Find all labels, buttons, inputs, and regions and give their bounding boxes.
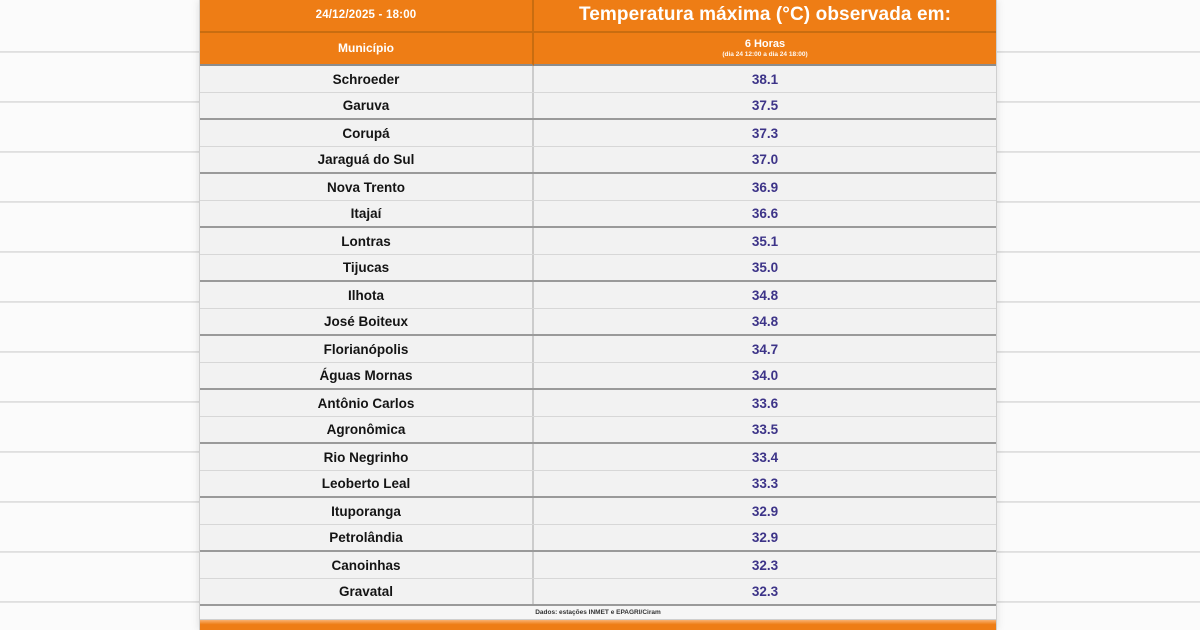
header-title-cell: Temperatura máxima (°C) observada em: xyxy=(534,0,996,33)
table-row: Antônio Carlos 33.6 xyxy=(200,390,996,417)
temperature-cell: 32.9 xyxy=(751,530,779,545)
municipality-cell: Nova Trento xyxy=(200,174,534,200)
municipality-cell: Agronômica xyxy=(200,417,534,442)
table-row: Florianópolis 34.7 xyxy=(200,336,996,363)
temperature-cell: 33.3 xyxy=(751,476,779,491)
table-header-row-1: 24/12/2025 - 18:00 Temperatura máxima (°… xyxy=(200,0,996,33)
temperature-cell: 34.8 xyxy=(751,287,779,303)
temperature-table: 24/12/2025 - 18:00 Temperatura máxima (°… xyxy=(199,0,997,630)
municipality-cell: Rio Negrinho xyxy=(200,444,534,470)
municipality-column-header: Município xyxy=(200,33,534,66)
municipality-cell: Águas Mornas xyxy=(200,363,534,388)
table-row: José Boiteux 34.8 xyxy=(200,309,996,336)
data-source-label: Dados: estações INMET e EPAGRI/Ciram xyxy=(535,609,661,616)
temperature-cell: 35.1 xyxy=(751,233,779,249)
temperature-cell: 37.5 xyxy=(751,98,779,113)
municipality-cell: Lontras xyxy=(200,228,534,254)
datetime-label: 24/12/2025 - 18:00 xyxy=(315,9,417,22)
temperature-cell: 32.9 xyxy=(751,503,779,519)
source-strip: Dados: estações INMET e EPAGRI/Ciram xyxy=(200,606,996,620)
header-datetime-cell: 24/12/2025 - 18:00 xyxy=(200,0,534,33)
table-row: Leoberto Leal 33.3 xyxy=(200,471,996,498)
temperature-cell: 38.1 xyxy=(751,71,779,87)
hours-column-header: 6 Horas (dia 24 12:00 a dia 24 18:00) xyxy=(534,33,996,66)
temperature-cell: 36.9 xyxy=(751,179,779,195)
table-row: Canoinhas 32.3 xyxy=(200,552,996,579)
table-row: Corupá 37.3 xyxy=(200,120,996,147)
temperature-cell: 34.8 xyxy=(751,314,779,329)
table-row: Petrolândia 32.9 xyxy=(200,525,996,552)
temperature-cell: 34.7 xyxy=(751,341,779,357)
temperature-cell: 32.3 xyxy=(751,584,779,599)
table-header-row-2: Município 6 Horas (dia 24 12:00 a dia 24… xyxy=(200,33,996,66)
hours-column-label: 6 Horas xyxy=(744,38,786,51)
table-row: Gravatal 32.3 xyxy=(200,579,996,606)
municipality-cell: Leoberto Leal xyxy=(200,471,534,496)
table-row: Rio Negrinho 33.4 xyxy=(200,444,996,471)
temperature-cell: 33.6 xyxy=(751,395,779,411)
temperature-cell: 34.0 xyxy=(751,368,779,383)
municipality-cell: Tijucas xyxy=(200,255,534,280)
municipality-cell: Gravatal xyxy=(200,579,534,604)
municipality-cell: Itajaí xyxy=(200,201,534,226)
bottom-orange-bar xyxy=(200,620,996,630)
municipality-cell: Ituporanga xyxy=(200,498,534,524)
municipality-cell: Ilhota xyxy=(200,282,534,308)
temperature-cell: 37.3 xyxy=(751,125,779,141)
table-row: Garuva 37.5 xyxy=(200,93,996,120)
temperature-cell: 33.4 xyxy=(751,449,779,465)
municipality-cell: Garuva xyxy=(200,93,534,118)
table-row: Ituporanga 32.9 xyxy=(200,498,996,525)
temperature-cell: 36.6 xyxy=(751,206,779,221)
temperature-cell: 33.5 xyxy=(751,422,779,437)
temperature-cell: 37.0 xyxy=(751,152,779,167)
table-row: Ilhota 34.8 xyxy=(200,282,996,309)
municipality-cell: Petrolândia xyxy=(200,525,534,550)
table-row: Jaraguá do Sul 37.0 xyxy=(200,147,996,174)
municipality-cell: Jaraguá do Sul xyxy=(200,147,534,172)
municipality-column-label: Município xyxy=(338,40,394,55)
hours-column-subtitle: (dia 24 12:00 a dia 24 18:00) xyxy=(722,51,808,59)
municipality-cell: José Boiteux xyxy=(200,309,534,334)
table-row: Tijucas 35.0 xyxy=(200,255,996,282)
table-title: Temperatura máxima (°C) observada em: xyxy=(578,4,952,26)
temperature-cell: 32.3 xyxy=(751,557,779,573)
municipality-cell: Canoinhas xyxy=(200,552,534,578)
table-body: Schroeder 38.1 Garuva 37.5 Corupá 37.3 Jaraguá… xyxy=(200,66,996,606)
temperature-cell: 35.0 xyxy=(751,260,779,275)
municipality-cell: Schroeder xyxy=(200,66,534,92)
municipality-cell: Corupá xyxy=(200,120,534,146)
municipality-cell: Antônio Carlos xyxy=(200,390,534,416)
municipality-cell: Florianópolis xyxy=(200,336,534,362)
table-row: Agronômica 33.5 xyxy=(200,417,996,444)
table-row: Schroeder 38.1 xyxy=(200,66,996,93)
table-row: Águas Mornas 34.0 xyxy=(200,363,996,390)
table-row: Lontras 35.1 xyxy=(200,228,996,255)
table-row: Itajaí 36.6 xyxy=(200,201,996,228)
table-row: Nova Trento 36.9 xyxy=(200,174,996,201)
